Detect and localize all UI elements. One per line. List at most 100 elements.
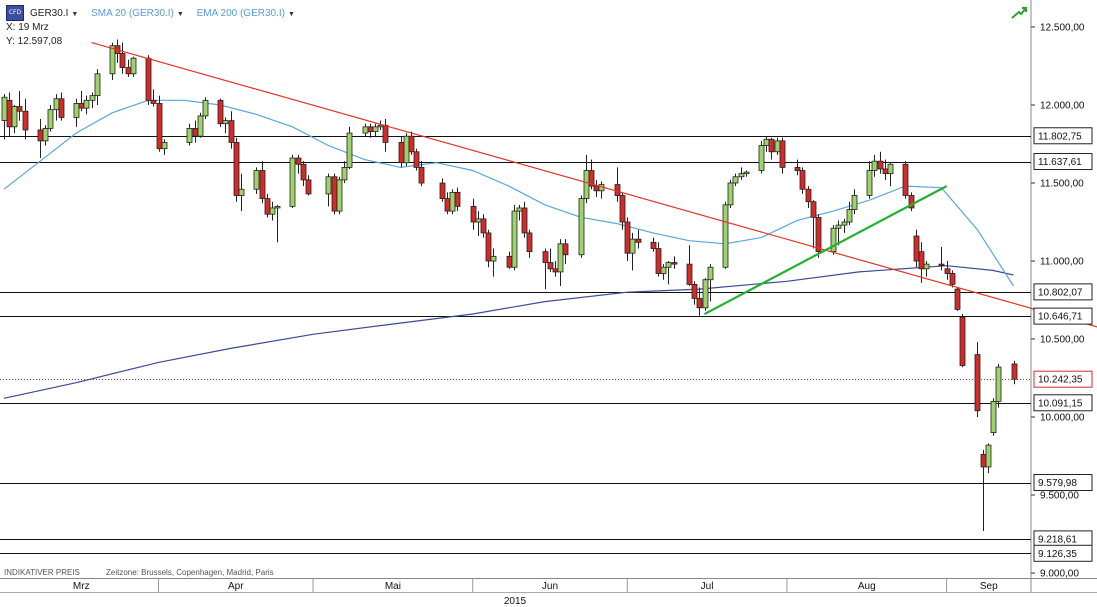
candle <box>779 137 786 174</box>
candle <box>846 201 853 226</box>
candle-body <box>398 142 405 164</box>
candle-body <box>449 191 456 212</box>
candle-body <box>938 263 945 267</box>
candle <box>629 232 636 271</box>
level-price-label: 9.218,61 <box>1038 534 1077 545</box>
candle-body <box>887 163 894 175</box>
candle <box>815 214 822 258</box>
y-tick-label: 10.000,00 <box>1040 413 1085 424</box>
candle-body <box>835 224 842 229</box>
candle <box>727 179 734 208</box>
candle <box>145 55 152 105</box>
cfd-chip-icon[interactable]: CFD <box>6 5 24 21</box>
downtrend-line <box>91 42 1097 328</box>
candle-body <box>923 263 930 270</box>
candle-body <box>815 216 822 253</box>
y-tick-label: 11.500,00 <box>1040 179 1084 190</box>
candle-body <box>125 67 132 75</box>
candle-body <box>851 195 858 210</box>
candle <box>655 242 662 277</box>
candle <box>58 92 65 121</box>
sma-label[interactable]: SMA 20 (GER30.I) <box>91 8 174 19</box>
candle-body <box>949 273 956 285</box>
candle-body <box>377 124 384 128</box>
candle-body <box>763 138 770 146</box>
symbol-label[interactable]: GER30.I <box>30 8 69 19</box>
candle <box>372 123 379 137</box>
candle-body <box>47 109 54 129</box>
candle-body <box>908 195 915 209</box>
candle-body <box>130 57 137 75</box>
candle <box>887 162 894 187</box>
candle-body <box>156 103 163 150</box>
candle <box>851 189 858 215</box>
level-price-label: 10.802,07 <box>1038 287 1083 298</box>
candle <box>197 112 204 138</box>
level-price-box <box>1033 283 1093 301</box>
candle <box>490 248 497 277</box>
candle-body <box>511 210 518 268</box>
candle <box>944 261 951 280</box>
candle <box>289 154 296 208</box>
candle <box>47 105 54 132</box>
candle <box>794 159 801 176</box>
candle <box>259 161 266 204</box>
candle-body <box>1 96 8 121</box>
candle-body <box>372 126 379 132</box>
sma-dropdown-icon[interactable]: ▼ <box>176 11 184 18</box>
candle-body <box>562 243 569 256</box>
level-price-label: 9.126,35 <box>1038 549 1077 560</box>
candle <box>908 192 915 212</box>
candle-body <box>521 207 528 234</box>
candle-body <box>619 195 626 223</box>
candle-body <box>73 103 80 118</box>
candle-body <box>547 262 554 270</box>
candle-body <box>727 182 734 206</box>
symbol-dropdown-icon[interactable]: ▼ <box>71 11 79 18</box>
candle-body <box>197 115 204 137</box>
candle-body <box>444 198 451 212</box>
candle <box>238 173 245 212</box>
price-note: INDIKATIVER PREIS <box>4 568 80 577</box>
candle <box>810 200 817 249</box>
candle-body <box>418 166 425 184</box>
candle <box>974 342 981 417</box>
candle-body <box>1011 363 1018 380</box>
ema-label[interactable]: EMA 200 (GER30.I) <box>196 8 285 19</box>
month-label: Mai <box>385 581 401 592</box>
candle-body <box>202 99 209 117</box>
candle <box>985 443 992 474</box>
candle-body <box>300 163 307 181</box>
candle-body <box>37 129 44 142</box>
candle <box>16 90 23 121</box>
level-price-box <box>1033 474 1093 492</box>
candle-body <box>22 110 29 131</box>
candle <box>264 193 271 218</box>
ema-dropdown-icon[interactable]: ▼ <box>287 11 295 18</box>
candle-body <box>341 166 348 181</box>
candle-body <box>974 354 981 412</box>
candle-body <box>58 98 65 118</box>
candle <box>959 314 966 368</box>
candle-body <box>702 279 709 309</box>
candle <box>336 176 343 215</box>
candle <box>1011 360 1018 385</box>
candle-body <box>161 142 168 150</box>
candle <box>660 264 667 280</box>
candle <box>696 287 703 316</box>
candle-body <box>552 268 559 273</box>
candle-body <box>480 218 487 234</box>
candle-body <box>362 126 369 134</box>
candle-body <box>624 221 631 254</box>
candle <box>557 239 564 286</box>
candle-body <box>866 170 873 196</box>
candle-body <box>810 201 817 218</box>
candle-body <box>264 198 271 215</box>
candle <box>923 261 930 277</box>
candle-body <box>650 241 657 249</box>
level-price-box <box>1033 153 1093 171</box>
green-trend-arrow-icon[interactable] <box>1010 6 1028 20</box>
candle-body <box>145 57 152 101</box>
candle-body <box>779 140 786 168</box>
